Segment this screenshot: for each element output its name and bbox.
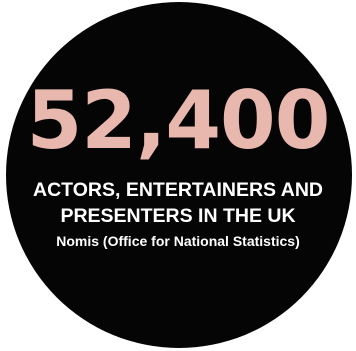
stat-description-line-2: PRESENTERS IN THE UK — [60, 205, 296, 227]
stat-value: 52,400 — [26, 74, 331, 167]
stat-source: Nomis (Office for National Statistics) — [56, 233, 300, 249]
stat-description-line-1: ACTORS, ENTERTAINERS AND — [33, 179, 323, 201]
stat-circle-background — [6, 2, 352, 348]
stat-description: ACTORS, ENTERTAINERS AND PRESENTERS IN T… — [0, 177, 356, 229]
